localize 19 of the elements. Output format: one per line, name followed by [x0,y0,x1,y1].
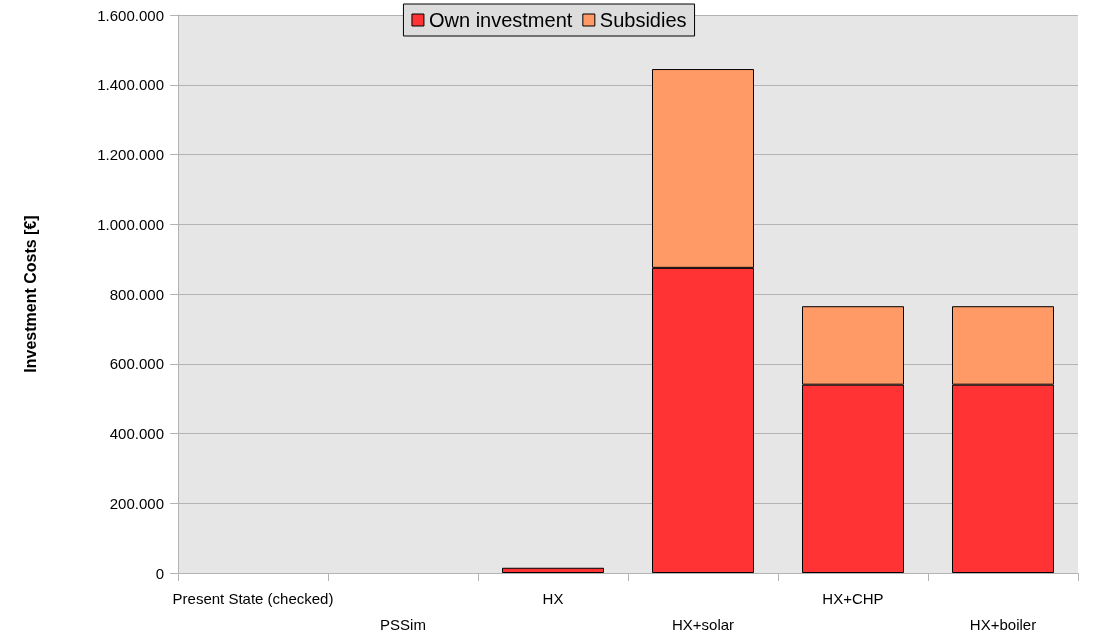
x-tick-label: PSSim [380,615,426,633]
x-tick-label: HX+CHP [822,589,884,607]
y-axis-title: Investment Costs [€] [21,215,39,373]
bar [502,567,604,573]
y-tick-label: 1.000.000 [97,215,164,233]
y-tick-label: 1.600.000 [97,6,164,24]
y-tick-label: 1.400.000 [97,76,164,94]
y-tick-label: 1.200.000 [97,146,164,163]
y-tick-label: 200.000 [109,494,164,512]
x-tick-label: HX [542,589,564,607]
x-tick-label: HX+boiler [969,615,1037,633]
y-tick-label: 0 [155,564,164,582]
y-tick-label: 400.000 [109,425,164,442]
y-tick-label: 600.000 [109,355,164,373]
legend-label: Own investment [428,9,573,31]
legend-label: Subsidies [599,9,687,31]
y-tick-label: 800.000 [109,285,164,303]
x-tick-label: HX+solar [671,615,735,633]
x-tick-label: Present State (checked) [172,589,334,607]
